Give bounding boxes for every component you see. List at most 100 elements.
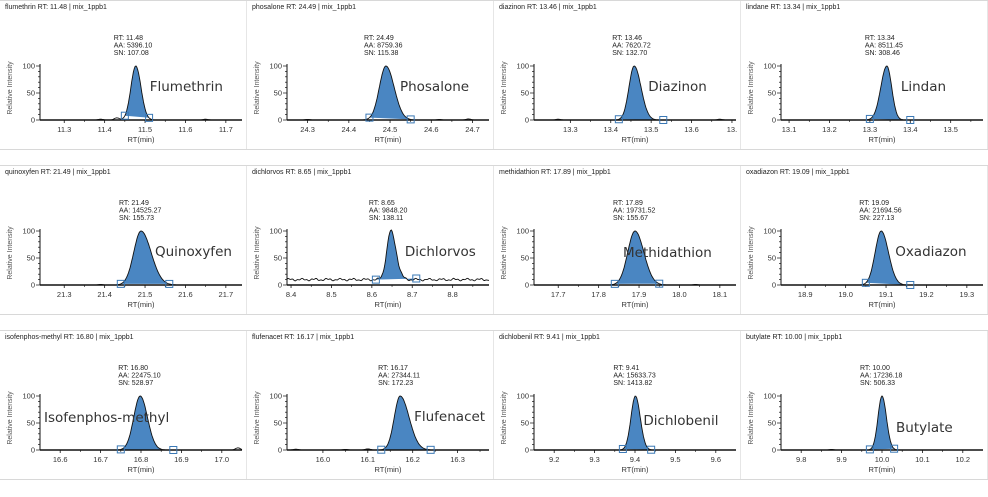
peak-area <box>124 66 150 118</box>
y-tick-label: 100 <box>269 227 282 236</box>
y-tick-label: 50 <box>768 254 776 263</box>
chromatogram-panel[interactable]: diazinon RT: 13.46 | mix_1ppb1 0 50 100 Rela… <box>494 1 741 149</box>
peak-boundary-marker[interactable] <box>659 115 668 124</box>
chromatogram-panel[interactable]: flufenacet RT: 16.17 | mix_1ppb1 0 50 100 Re… <box>247 331 494 479</box>
y-tick-label: 50 <box>274 89 282 98</box>
x-axis-label: RT(min) <box>128 135 155 144</box>
chromatogram-panel[interactable]: dichlobenil RT: 9.41 | mix_1ppb1 0 50 100 Re… <box>494 331 741 479</box>
peak-boundary-marker[interactable] <box>116 279 125 288</box>
peak-boundary-marker[interactable] <box>412 274 421 283</box>
peak-boundary-marker[interactable] <box>169 445 178 454</box>
chromatogram-panel[interactable]: isofenphos-methyl RT: 16.80 | mix_1ppb1 0… <box>0 331 247 479</box>
peak-boundary-marker[interactable] <box>165 279 174 288</box>
x-tick-label: 24.7 <box>465 125 480 134</box>
x-tick-label: 10.2 <box>955 455 970 464</box>
peak-boundary-marker[interactable] <box>377 445 386 454</box>
chromatogram-panel[interactable]: flumethrin RT: 11.48 | mix_1ppb1 0 50 100 Re… <box>0 1 247 149</box>
peak-boundary-marker[interactable] <box>865 445 874 454</box>
peak-annotation: SN: 506.33 <box>860 380 895 387</box>
chromatogram-plot: 0 50 100 Relative Intensity 8.4 8.5 8.6 8.7 8.8 R… <box>254 200 490 309</box>
chromatogram-panel[interactable]: quinoxyfen RT: 21.49 | mix_1ppb1 0 50 100 Re… <box>0 166 247 314</box>
peak-boundary-marker[interactable] <box>890 444 899 453</box>
peak-annotation: SN: 115.38 <box>364 50 399 57</box>
x-axis-label: RT(min) <box>869 135 896 144</box>
x-axis-label: RT(min) <box>622 135 649 144</box>
x-tick-label: 21.7 <box>219 290 234 299</box>
x-tick-label: 18.1 <box>713 290 728 299</box>
y-tick-label: 0 <box>31 116 35 125</box>
x-tick-label: 11.6 <box>178 125 192 134</box>
x-tick-label: 10.0 <box>875 455 890 464</box>
peak-boundary-marker[interactable] <box>610 279 619 288</box>
peak-area <box>869 66 911 120</box>
chromatogram-panel[interactable]: lindane RT: 13.34 | mix_1ppb1 0 50 100 Relat… <box>741 1 988 149</box>
peak-boundary-marker[interactable] <box>861 278 870 287</box>
peak-annotation: RT: 13.34 <box>865 35 895 42</box>
peak-annotation: AA: 7620.72 <box>612 43 651 50</box>
peak-boundary-marker[interactable] <box>906 115 915 124</box>
peak-boundary-marker[interactable] <box>426 445 435 454</box>
y-tick-label: 0 <box>525 116 529 125</box>
peak-boundary-marker[interactable] <box>865 114 874 123</box>
x-tick-label: 8.5 <box>326 290 336 299</box>
panel-title: flumethrin RT: 11.48 | mix_1ppb1 <box>5 4 107 11</box>
peak-annotation: SN: 172.23 <box>378 380 413 387</box>
y-axis-label: Relative Intensity <box>254 61 261 115</box>
x-axis-label: RT(min) <box>128 465 155 474</box>
peak-boundary-marker[interactable] <box>116 445 125 454</box>
peak-boundary-marker[interactable] <box>365 113 374 122</box>
chromatogram-panel[interactable]: dichlorvos RT: 8.65 | mix_1ppb1 0 50 100 Rel… <box>247 166 494 314</box>
x-tick-label: 9.6 <box>711 455 721 464</box>
x-tick-label: 8.4 <box>286 290 296 299</box>
x-tick-label: 11.4 <box>98 125 112 134</box>
peak-annotation: SN: 138.11 <box>369 215 404 222</box>
x-tick-label: 24.6 <box>424 125 439 134</box>
x-tick-label: 13.2 <box>822 125 837 134</box>
peak-boundary-marker[interactable] <box>655 279 664 288</box>
x-tick-label: 13.1 <box>782 125 797 134</box>
compound-name: Dichlorvos <box>405 244 476 260</box>
peak-boundary-marker[interactable] <box>371 275 380 284</box>
peak-boundary-marker[interactable] <box>120 111 129 120</box>
chromatogram-plot: 0 50 100 Relative Intensity 9.2 9.3 9.4 9.5 9.6 R… <box>501 365 736 474</box>
y-tick-label: 50 <box>27 419 35 428</box>
peak-boundary-marker[interactable] <box>647 445 656 454</box>
peak-annotation: SN: 528.97 <box>118 380 153 387</box>
y-axis-label: Relative Intensity <box>7 61 14 115</box>
y-tick-label: 100 <box>763 227 776 236</box>
peak-annotation: SN: 1413.82 <box>613 380 652 387</box>
peak-annotation: AA: 21694.56 <box>859 208 902 215</box>
chromatogram-plot: 0 50 100 Relative Intensity 9.8 9.9 10.0 10.1 10… <box>748 365 983 474</box>
peak-annotation: RT: 16.17 <box>378 365 408 372</box>
peak-boundary-marker[interactable] <box>614 115 623 124</box>
x-axis-label: RT(min) <box>869 300 896 309</box>
x-tick-label: 16.3 <box>450 455 465 464</box>
y-axis-label: Relative Intensity <box>254 226 261 280</box>
compound-name: Lindan <box>901 79 946 95</box>
y-axis-label: Relative Intensity <box>748 61 755 115</box>
peak-annotation: RT: 11.48 <box>114 35 143 42</box>
x-tick-label: 21.5 <box>138 290 153 299</box>
chromatogram-panel[interactable]: methidathion RT: 17.89 | mix_1ppb1 0 50 100… <box>494 166 741 314</box>
y-tick-label: 50 <box>27 89 35 98</box>
peak-boundary-marker[interactable] <box>618 444 627 453</box>
peak-area <box>369 66 411 120</box>
peak-boundary-marker[interactable] <box>145 113 154 122</box>
chromatogram-panel[interactable]: butylate RT: 10.00 | mix_1ppb1 0 50 100 Rela… <box>741 331 988 479</box>
peak-boundary-marker[interactable] <box>906 280 915 289</box>
panel-title: oxadiazon RT: 19.09 | mix_1ppb1 <box>746 169 850 176</box>
x-tick-label: 21.3 <box>57 290 72 299</box>
y-tick-label: 50 <box>768 419 776 428</box>
chromatogram-plot: 0 50 100 Relative Intensity 17.7 17.8 17.9 18.0… <box>501 200 736 309</box>
y-tick-label: 50 <box>521 254 529 263</box>
chromatogram-panel[interactable]: oxadiazon RT: 19.09 | mix_1ppb1 0 50 100 Rel… <box>741 166 988 314</box>
peak-annotation: AA: 17236.18 <box>860 373 903 380</box>
x-tick-label: 16.1 <box>360 455 375 464</box>
y-tick-label: 100 <box>516 227 529 236</box>
peak-boundary-marker[interactable] <box>406 115 415 124</box>
x-tick-label: 16.2 <box>405 455 420 464</box>
peak-annotation: AA: 27344.11 <box>378 373 420 380</box>
chromatogram-panel[interactable]: phosalone RT: 24.49 | mix_1ppb1 0 50 100 Rel… <box>247 1 494 149</box>
compound-name: Oxadiazon <box>895 244 966 260</box>
x-tick-label: 9.2 <box>549 455 559 464</box>
